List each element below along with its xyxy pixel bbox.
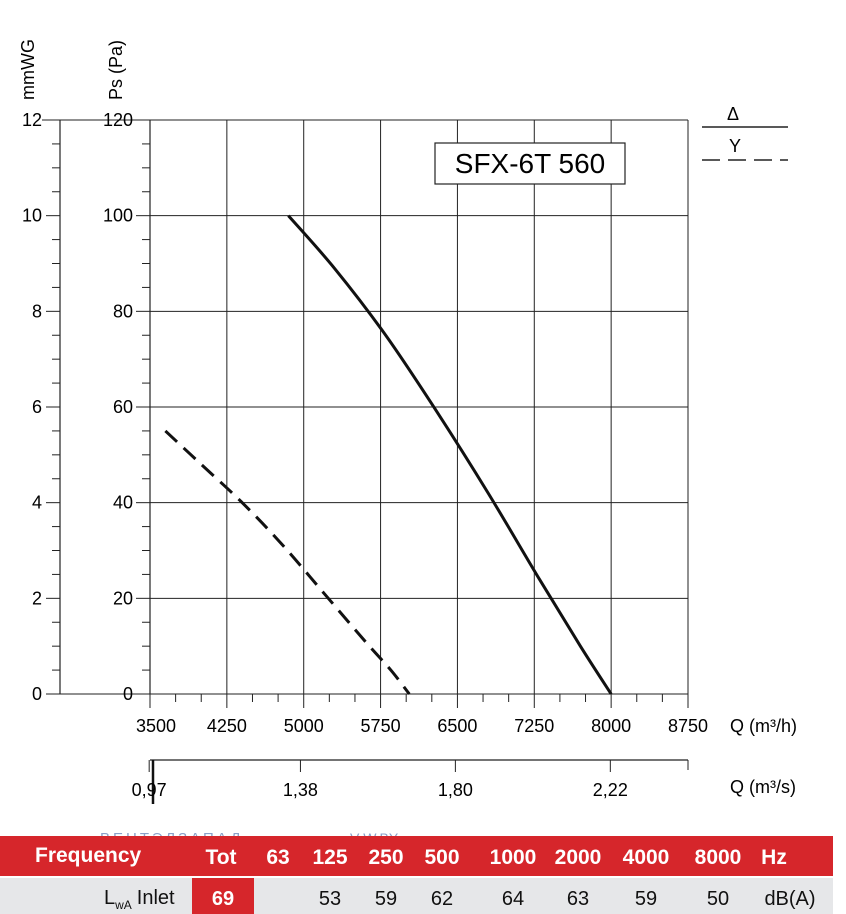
y-tick-labels: 0 20 40 60 80 100 120 <box>103 110 133 704</box>
x2-tick-label: 0,97 <box>132 780 167 800</box>
y2-tick-label: 12 <box>22 110 42 130</box>
y-tick-label: 0 <box>123 684 133 704</box>
series-curves <box>164 214 613 695</box>
y2-tick-label: 8 <box>32 301 42 321</box>
y2-tick-label: 6 <box>32 397 42 417</box>
sound-value: 64 <box>502 888 524 910</box>
table-row-bar <box>0 878 833 914</box>
table-total-value: 69 <box>212 888 234 910</box>
row-label-rest: Inlet <box>137 887 175 909</box>
sound-value: 50 <box>707 888 729 910</box>
x-tick-label: 4250 <box>207 716 247 736</box>
x2-tick-label: 1,80 <box>438 780 473 800</box>
legend-label-delta: Δ <box>727 104 739 124</box>
y-tick-label: 120 <box>103 110 133 130</box>
chart-title: SFX-6T 560 <box>455 148 605 179</box>
frequency-label: 2000 <box>555 846 602 869</box>
sound-value: 62 <box>431 888 453 910</box>
frequency-label: 4000 <box>623 846 670 869</box>
sound-value: 59 <box>375 888 397 910</box>
x-tick-label: 5750 <box>361 716 401 736</box>
series-line-y <box>164 429 411 695</box>
y-tick-label: 60 <box>113 397 133 417</box>
frequency-label: 8000 <box>695 846 742 869</box>
sound-value: 63 <box>567 888 589 910</box>
chart-title-box <box>434 142 626 185</box>
table-row-label: LwA Inlet <box>104 887 175 912</box>
table-hz-unit: Hz <box>761 846 787 869</box>
grid-lines <box>42 119 689 695</box>
sound-value: 53 <box>319 888 341 910</box>
row-label-sub: wA <box>114 898 132 912</box>
table-header-label: Frequency <box>35 844 142 867</box>
frequency-label: 250 <box>368 846 403 869</box>
x2-tick-label: 2,22 <box>593 780 628 800</box>
frequency-label: 63 <box>266 846 289 869</box>
x-tick-label: 5000 <box>284 716 324 736</box>
x-tick-label: 8000 <box>591 716 631 736</box>
y2-tick-label: 2 <box>32 588 42 608</box>
y2-tick-label: 0 <box>32 684 42 704</box>
sound-values: 53 59 62 64 63 59 50 <box>319 888 729 910</box>
table-db-unit: dB(A) <box>764 888 815 910</box>
y2-tick-label: 4 <box>32 493 42 513</box>
y-axis-ticks <box>46 119 150 695</box>
y2-tick-label: 10 <box>22 206 42 226</box>
x-tick-labels: 3500 4250 5000 5750 6500 7250 8000 8750 <box>136 694 708 736</box>
series-line-delta <box>287 214 613 695</box>
sound-table: Frequency Tot 63 125 250 500 1000 2000 4000 800… <box>0 836 833 914</box>
x-tick-label: 7250 <box>514 716 554 736</box>
frequency-label: 500 <box>424 846 459 869</box>
x2-axis-title: Q (m³/s) <box>730 777 796 797</box>
frequency-label: 125 <box>312 846 347 869</box>
x-tick-label: 6500 <box>437 716 477 736</box>
legend: Δ Y <box>702 104 788 161</box>
y-tick-label: 80 <box>113 301 133 321</box>
frequency-labels: 63 125 250 500 1000 2000 4000 8000 <box>266 846 741 869</box>
y-tick-label: 40 <box>113 493 133 513</box>
x-tick-label: 8750 <box>668 716 708 736</box>
y2-axis-title: mmWG <box>18 39 38 100</box>
legend-label-y: Y <box>729 136 741 156</box>
x2-tick-label: 1,38 <box>283 780 318 800</box>
x2-axis: 0,97 1,38 1,80 2,22 <box>132 759 689 804</box>
y-tick-label: 20 <box>113 588 133 608</box>
table-header-bar <box>0 836 833 876</box>
table-total-label: Tot <box>205 846 236 869</box>
y-axis-title: Ps (Pa) <box>106 40 126 100</box>
x-tick-label: 3500 <box>136 716 176 736</box>
row-label-main: L <box>104 887 115 909</box>
frequency-label: 1000 <box>490 846 537 869</box>
y-tick-label: 100 <box>103 206 133 226</box>
table-total-cell <box>192 878 254 914</box>
y2-tick-labels: 0 2 4 6 8 10 12 <box>22 110 42 704</box>
sound-value: 59 <box>635 888 657 910</box>
x-axis-title: Q (m³/h) <box>730 716 797 736</box>
